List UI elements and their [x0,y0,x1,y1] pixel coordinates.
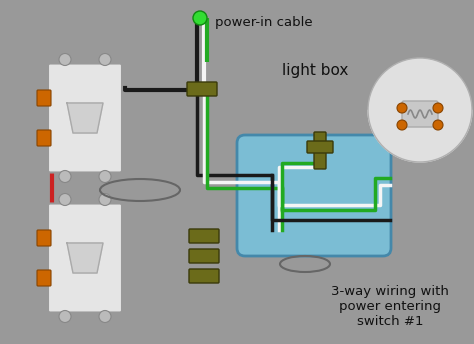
FancyBboxPatch shape [48,204,122,312]
FancyBboxPatch shape [189,249,219,263]
Circle shape [433,103,443,113]
FancyBboxPatch shape [237,135,391,256]
Polygon shape [368,110,472,162]
FancyBboxPatch shape [37,230,51,246]
Circle shape [397,103,407,113]
Text: 3-way wiring with
power entering
switch #1: 3-way wiring with power entering switch … [331,285,449,328]
Circle shape [99,311,111,323]
FancyBboxPatch shape [402,101,438,127]
FancyBboxPatch shape [314,132,326,169]
Circle shape [59,171,71,183]
FancyBboxPatch shape [37,130,51,146]
FancyBboxPatch shape [189,229,219,243]
FancyBboxPatch shape [307,141,333,153]
Circle shape [382,82,458,158]
Circle shape [99,193,111,205]
Circle shape [433,120,443,130]
Circle shape [99,54,111,65]
FancyBboxPatch shape [37,270,51,286]
Text: light box: light box [282,63,348,77]
Circle shape [59,311,71,323]
FancyBboxPatch shape [189,269,219,283]
Polygon shape [67,243,103,273]
Circle shape [59,193,71,205]
FancyBboxPatch shape [48,64,122,172]
Polygon shape [67,103,103,133]
Text: power-in cable: power-in cable [215,15,313,29]
Circle shape [193,11,207,25]
FancyBboxPatch shape [187,82,217,96]
Circle shape [397,120,407,130]
Circle shape [99,171,111,183]
Circle shape [368,58,472,162]
Circle shape [59,54,71,65]
FancyBboxPatch shape [37,90,51,106]
